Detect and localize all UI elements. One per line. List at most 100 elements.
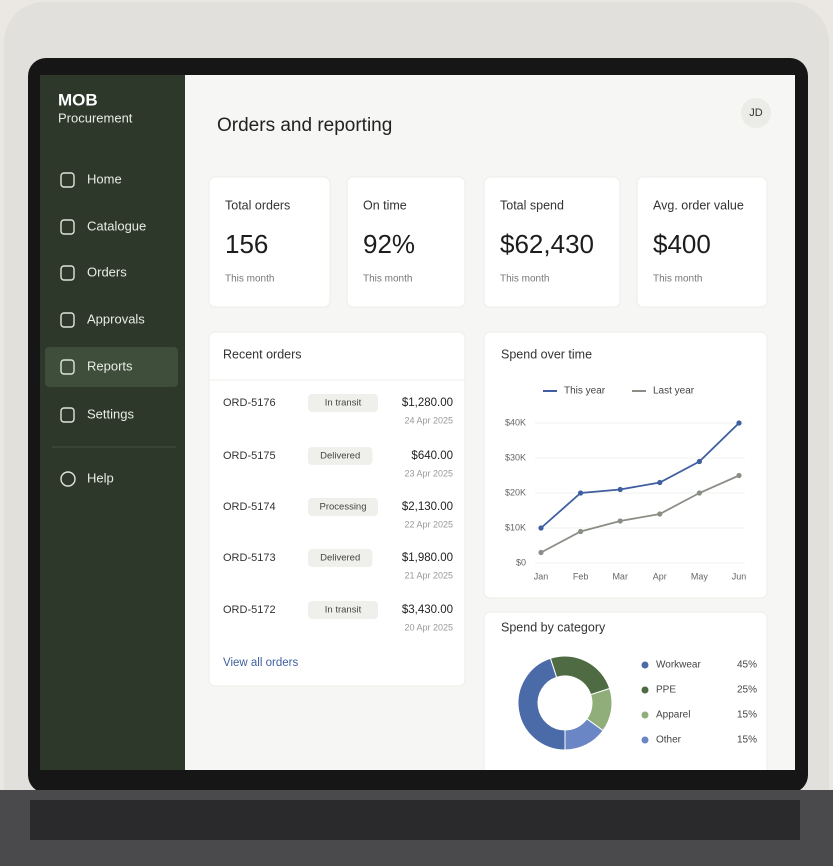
order-date: 22 Apr 2025 [404, 519, 453, 529]
legend-label: Workwear [656, 660, 701, 671]
order-amount: $2,130.00 [402, 501, 453, 513]
status: In transit [325, 398, 362, 409]
card [483, 176, 621, 308]
nav-item[interactable]: Help [87, 470, 114, 485]
point [736, 420, 742, 426]
kpi-value: $400 [653, 229, 711, 259]
nav-icon [60, 172, 75, 188]
nav-icon [60, 312, 75, 328]
link[interactable]: View all orders [223, 657, 298, 669]
card-title: Recent orders [223, 347, 302, 361]
kpi-label: Avg. order value [653, 198, 744, 212]
order-date: 21 Apr 2025 [404, 570, 453, 580]
keyboard [30, 800, 800, 840]
value-label: 45% [737, 660, 757, 671]
order-date: 24 Apr 2025 [404, 415, 453, 425]
status-pill [308, 447, 373, 465]
card [346, 176, 466, 308]
value-label: 15% [737, 710, 757, 721]
card [636, 176, 768, 308]
nav-icon [60, 219, 75, 235]
nav-item[interactable]: Approvals [87, 311, 145, 326]
x-tick-label: Mar [612, 571, 628, 581]
avatar[interactable] [741, 98, 771, 128]
order-amount: $1,280.00 [402, 397, 453, 409]
kpi-note: This month [653, 274, 702, 285]
y-tick-label: $10K [505, 522, 526, 532]
x-tick-label: Jun [732, 571, 747, 581]
kpi-value: 92% [363, 229, 415, 259]
value-label: 25% [737, 685, 757, 696]
card [483, 331, 768, 599]
status: In transit [325, 605, 362, 616]
point [578, 490, 584, 496]
x-tick-label: Jan [534, 571, 549, 581]
nav-item[interactable]: Orders [87, 264, 127, 279]
point [538, 549, 544, 556]
line [540, 422, 740, 529]
point [696, 458, 703, 465]
status: Delivered [320, 553, 360, 564]
kpi-label: Total spend [500, 198, 564, 212]
point [617, 486, 623, 493]
point [696, 490, 703, 496]
brand: MOB [58, 90, 98, 109]
order-amount: $3,430.00 [402, 604, 453, 616]
legend-label: This year [564, 386, 606, 397]
nav-item[interactable]: Reports [87, 358, 133, 373]
kpi-note: This month [500, 274, 549, 285]
legend-label: Apparel [656, 710, 690, 721]
chart-title: Spend by category [501, 620, 606, 634]
nav-item[interactable]: Settings [87, 406, 134, 421]
donut-slice [517, 657, 566, 751]
nav-item[interactable]: Home [87, 171, 122, 186]
nav-item[interactable]: Catalogue [87, 218, 146, 233]
legend-dot [641, 736, 649, 744]
kpi-label: On time [363, 198, 407, 212]
page-title: Orders and reporting [217, 115, 392, 136]
kpi-note: This month [363, 274, 412, 285]
status-pill [308, 549, 373, 567]
donut-slice [564, 718, 604, 751]
kpi-value: $62,430 [500, 229, 594, 259]
x-tick-label: May [691, 571, 709, 581]
order-date: 20 Apr 2025 [404, 622, 453, 632]
point [538, 525, 544, 531]
status-pill [308, 601, 378, 619]
order-amount: $1,980.00 [402, 552, 453, 564]
point [617, 518, 623, 524]
order-date: 23 Apr 2025 [404, 468, 453, 478]
nav-icon [60, 265, 75, 281]
y-tick-label: $40K [505, 417, 526, 427]
chart-title: Spend over time [501, 347, 592, 361]
legend-label: Last year [653, 386, 695, 397]
point [657, 511, 663, 517]
order-id[interactable]: ORD-5172 [223, 604, 276, 616]
point [578, 528, 584, 535]
sub-brand: Procurement [58, 110, 133, 125]
kpi-value: 156 [225, 229, 268, 259]
order-id[interactable]: ORD-5173 [223, 552, 276, 564]
y-tick-label: $0 [516, 557, 526, 567]
avatar-initials: JD [749, 107, 763, 119]
point [736, 472, 742, 479]
cover [40, 770, 795, 790]
legend-label: PPE [656, 685, 676, 696]
x-tick-label: Apr [653, 571, 667, 581]
y-tick-label: $30K [505, 452, 526, 462]
status-pill [308, 498, 378, 516]
point [657, 479, 663, 486]
legend-dot [641, 711, 649, 719]
order-id[interactable]: ORD-5174 [223, 501, 276, 513]
order-id[interactable]: ORD-5176 [223, 397, 276, 409]
x-tick-label: Feb [573, 571, 589, 581]
card [208, 176, 331, 308]
nav-active [45, 347, 178, 387]
legend-dot [641, 686, 649, 694]
order-amount: $640.00 [411, 450, 453, 462]
kpi-note: This month [225, 274, 274, 285]
nav-icon [60, 359, 75, 375]
legend-dot [641, 661, 649, 669]
value-label: 15% [737, 735, 757, 746]
order-id[interactable]: ORD-5175 [223, 450, 276, 462]
